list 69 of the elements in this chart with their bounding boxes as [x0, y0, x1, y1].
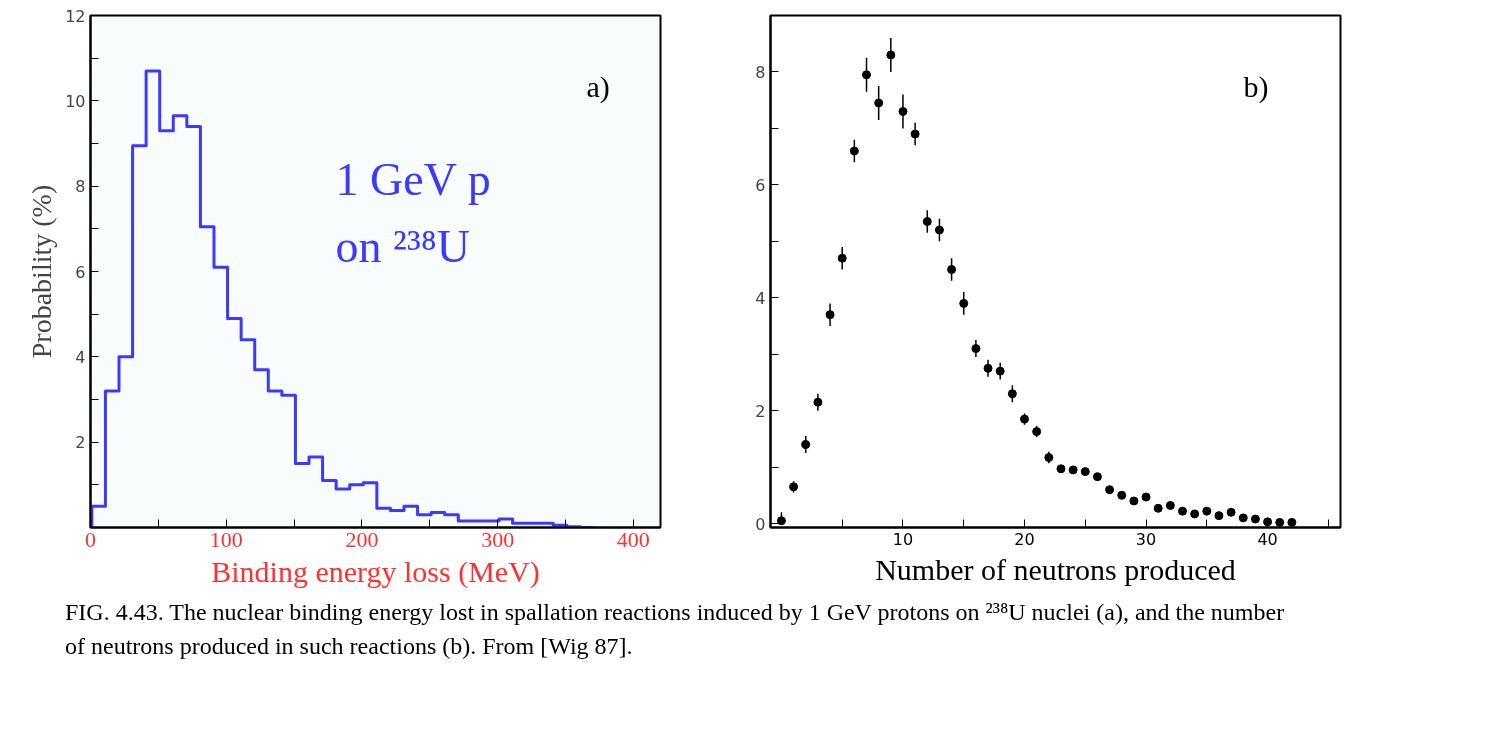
point	[1214, 511, 1224, 521]
x-tick-label: 200	[345, 526, 379, 552]
y-tick-label: 4	[755, 288, 766, 308]
point	[874, 98, 884, 108]
y-tick-label: 10	[65, 91, 86, 111]
point	[1056, 464, 1066, 474]
point	[1117, 490, 1127, 500]
annotation: on ²³⁸U	[335, 220, 470, 272]
point	[1007, 389, 1017, 399]
x-tick-label: 20	[1014, 529, 1035, 549]
y-tick-label: 2	[75, 433, 86, 453]
point	[1105, 485, 1115, 495]
y-tick-label: 6	[755, 175, 766, 195]
x-axis-title: Number of neutrons produced	[875, 552, 1236, 586]
x-tick-label: 100	[209, 526, 243, 552]
point	[1020, 414, 1030, 424]
point	[1226, 507, 1236, 517]
point	[1032, 427, 1042, 437]
x-tick-label: 400	[616, 526, 650, 552]
point	[789, 482, 799, 492]
caption: FIG. 4.43. The nuclear binding energy lost in spallation reactions induced by 1 GeV protons on ²³⁸U nuclei (a), and the number of neutrons produced in such reactions (b). From [Wig 87].	[65, 598, 1286, 662]
point	[1238, 513, 1248, 523]
point	[801, 440, 811, 450]
x-axis-title: Binding energy loss (MeV)	[211, 554, 540, 589]
point	[1190, 509, 1200, 519]
x-tick-label: 40	[1257, 529, 1278, 549]
point	[1129, 496, 1139, 506]
point	[995, 366, 1005, 376]
point	[959, 298, 969, 308]
point	[1275, 517, 1285, 527]
point	[813, 397, 823, 407]
point	[849, 146, 859, 156]
point	[898, 106, 908, 116]
point	[1092, 472, 1102, 482]
point	[983, 363, 993, 373]
point	[1044, 453, 1054, 462]
x-tick-label: 30	[1135, 529, 1157, 549]
point	[1153, 503, 1163, 513]
point	[776, 516, 786, 526]
point	[1080, 467, 1090, 477]
point	[1202, 506, 1212, 516]
point	[862, 70, 872, 80]
y-tick-label: 8	[75, 177, 86, 197]
x-tick-label: 300	[481, 526, 515, 552]
point	[1141, 492, 1151, 502]
y-tick-label: 2	[755, 401, 766, 421]
annotation: 1 GeV p	[335, 153, 491, 205]
point	[922, 217, 932, 227]
point	[1165, 500, 1175, 510]
point	[837, 253, 847, 263]
point	[1287, 517, 1297, 527]
point	[934, 225, 944, 235]
y-tick-label: 8	[755, 62, 766, 82]
point	[1178, 506, 1187, 516]
point	[910, 129, 920, 139]
y-tick-label: 12	[65, 6, 86, 26]
point	[1068, 465, 1078, 475]
annotation: a)	[586, 69, 610, 104]
y-tick-label: 6	[75, 262, 86, 282]
point	[1250, 514, 1260, 524]
point	[947, 265, 957, 275]
y-axis-title: Probability (%)	[26, 184, 58, 359]
annotation: b)	[1243, 69, 1269, 104]
y-tick-label: 4	[75, 347, 86, 367]
x-tick-label: 10	[892, 529, 914, 549]
point	[1263, 517, 1273, 527]
point	[825, 310, 835, 320]
point	[886, 50, 896, 60]
point	[971, 344, 981, 354]
